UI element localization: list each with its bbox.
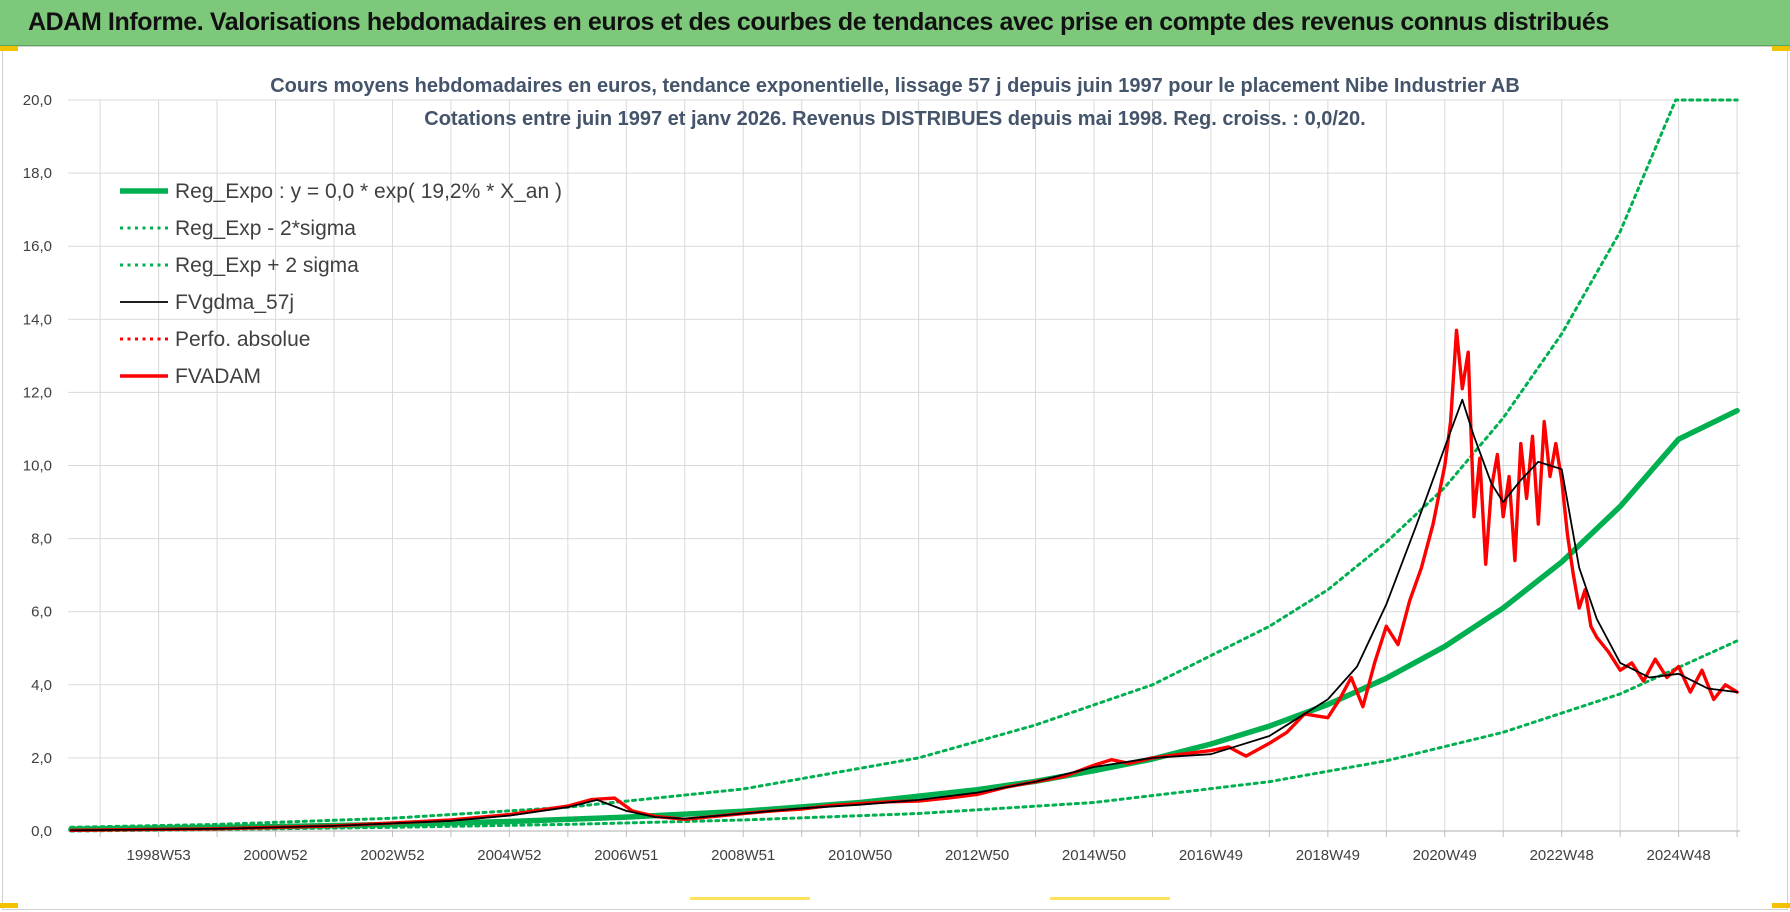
report-title: ADAM Informe. Valorisations hebdomadaire…: [28, 8, 1609, 36]
y-tick-label: 18,0: [23, 165, 52, 182]
series-line-5: [69, 328, 1739, 832]
resize-handle-bottom-2[interactable]: [1050, 897, 1170, 900]
x-tick-label: 2024W48: [1647, 847, 1711, 864]
series-line-1: [69, 639, 1739, 833]
chart-grid: [68, 99, 1740, 832]
series-line-3: [70, 398, 1738, 832]
x-tick-label: 2002W52: [360, 847, 424, 864]
y-tick-label: 4,0: [31, 677, 52, 694]
chart-title-line-2: Cotations entre juin 1997 et janv 2026. …: [424, 108, 1365, 130]
y-tick-label: 8,0: [31, 531, 52, 548]
resize-handle-bottom-left[interactable]: [0, 903, 18, 908]
chart-series: [68, 98, 1740, 833]
legend-label: Reg_Exp - 2*sigma: [175, 217, 356, 240]
resize-handle-top-right[interactable]: [1772, 46, 1790, 51]
x-tick-label: 2022W48: [1530, 847, 1594, 864]
chart-legend: Reg_Expo : y = 0,0 * exp( 19,2% * X_an )…: [120, 180, 562, 388]
y-tick-label: 2,0: [31, 750, 52, 767]
chart-axes: 0,0 2,0 4,0 6,0 8,0 10,0 12,0 14,0 16,0 18,0 20,0 1…: [23, 92, 1740, 864]
x-tick-label: 2018W49: [1296, 847, 1360, 864]
resize-handle-top-left[interactable]: [0, 46, 18, 51]
y-tick-label: 0,0: [31, 823, 52, 840]
y-tick-label: 14,0: [23, 311, 52, 328]
y-tick-label: 6,0: [31, 604, 52, 621]
legend-label: Reg_Expo : y = 0,0 * exp( 19,2% * X_an ): [175, 180, 562, 203]
legend-label: Perfo. absolue: [175, 328, 310, 351]
x-tick-label: 2020W49: [1413, 847, 1477, 864]
x-tick-label: 2000W52: [243, 847, 307, 864]
series-line-2: [69, 98, 1739, 829]
y-tick-label: 10,0: [23, 458, 52, 475]
x-tick-label: 2006W51: [594, 847, 658, 864]
x-tick-label: 2014W50: [1062, 847, 1126, 864]
chart-title-line-1: Cours moyens hebdomadaires en euros, ten…: [270, 75, 1520, 97]
y-tick-label: 20,0: [23, 92, 52, 109]
report-banner: ADAM Informe. Valorisations hebdomadaire…: [0, 0, 1790, 46]
legend-label: FVADAM: [175, 365, 261, 388]
x-tick-label: 2008W51: [711, 847, 775, 864]
legend-label: FVgdma_57j: [175, 291, 294, 314]
legend-label: Reg_Exp + 2 sigma: [175, 254, 359, 277]
resize-handle-bottom-1[interactable]: [690, 897, 810, 900]
resize-handle-bottom-right[interactable]: [1772, 903, 1790, 908]
x-tick-label: 1998W53: [127, 847, 191, 864]
series-line-0: [68, 407, 1740, 832]
x-tick-label: 2012W50: [945, 847, 1009, 864]
chart-frame: [2, 46, 1788, 910]
x-tick-label: 2016W49: [1179, 847, 1243, 864]
x-tick-label: 2010W50: [828, 847, 892, 864]
x-tick-label: 2004W52: [477, 847, 541, 864]
y-tick-label: 16,0: [23, 238, 52, 255]
y-tick-label: 12,0: [23, 384, 52, 401]
